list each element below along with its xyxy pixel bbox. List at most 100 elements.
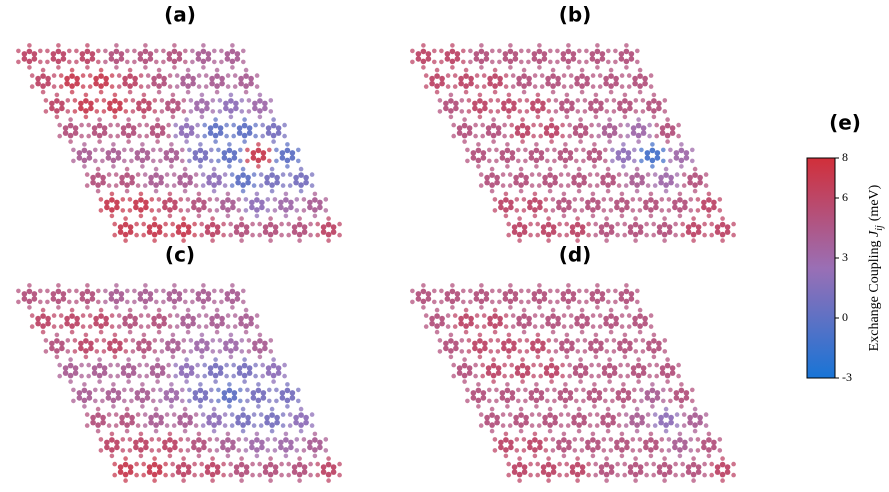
site — [622, 354, 628, 360]
site — [98, 307, 104, 313]
site — [216, 398, 221, 404]
site — [167, 453, 173, 459]
site — [162, 199, 168, 206]
site — [142, 298, 149, 305]
site — [26, 48, 33, 55]
site — [502, 291, 509, 297]
site — [152, 338, 158, 343]
site — [106, 423, 112, 428]
site — [219, 75, 225, 82]
site — [330, 224, 337, 230]
site — [113, 48, 120, 55]
site — [143, 444, 149, 451]
site — [152, 456, 157, 461]
site — [107, 340, 113, 347]
site — [187, 398, 192, 404]
site — [561, 324, 567, 329]
site — [560, 291, 567, 297]
site — [663, 428, 669, 434]
site — [495, 349, 501, 354]
site — [114, 444, 120, 451]
site — [620, 397, 627, 404]
site — [312, 453, 318, 459]
site — [255, 387, 262, 394]
site — [719, 461, 726, 468]
site — [254, 324, 260, 329]
site — [536, 183, 542, 188]
site — [280, 172, 286, 177]
site — [71, 147, 76, 153]
site — [607, 379, 612, 384]
site — [410, 299, 415, 305]
site — [509, 390, 516, 396]
site — [545, 158, 550, 164]
site — [623, 48, 630, 55]
site — [196, 197, 202, 203]
site — [214, 224, 221, 230]
site — [492, 307, 498, 313]
site — [546, 478, 551, 483]
site — [540, 340, 546, 347]
site — [498, 444, 504, 451]
site — [96, 362, 103, 369]
site — [537, 65, 542, 70]
site — [593, 332, 599, 338]
site — [271, 357, 276, 362]
site — [262, 100, 268, 107]
site — [625, 390, 632, 396]
site — [649, 397, 656, 404]
site — [240, 412, 246, 418]
site — [243, 67, 249, 73]
site — [574, 387, 579, 393]
site — [547, 412, 553, 418]
site — [466, 365, 473, 371]
site — [225, 213, 231, 219]
site — [703, 412, 709, 417]
site — [415, 291, 422, 297]
site — [555, 315, 561, 322]
site — [296, 158, 301, 164]
site — [337, 472, 342, 478]
site — [283, 191, 289, 197]
site — [545, 387, 550, 393]
site — [214, 464, 221, 470]
site — [69, 73, 75, 79]
site — [593, 98, 599, 104]
site — [248, 320, 254, 327]
site — [155, 139, 160, 144]
site — [562, 157, 569, 164]
site — [264, 414, 270, 421]
site — [233, 229, 240, 235]
site — [624, 444, 630, 451]
site — [703, 172, 709, 177]
site — [101, 98, 107, 103]
site — [158, 179, 164, 186]
site — [238, 221, 245, 228]
site — [298, 172, 304, 178]
site — [653, 439, 659, 446]
site — [564, 332, 570, 338]
site — [607, 117, 612, 122]
site — [221, 155, 228, 161]
site — [320, 464, 327, 470]
site — [124, 182, 130, 188]
site — [616, 423, 622, 428]
site — [54, 114, 60, 120]
site — [90, 414, 96, 421]
site — [147, 291, 154, 297]
site — [621, 382, 626, 387]
site — [138, 213, 144, 219]
site — [597, 324, 603, 329]
site — [229, 423, 235, 428]
site — [194, 345, 200, 352]
site — [122, 471, 129, 478]
site — [38, 59, 43, 65]
site — [572, 437, 578, 442]
site — [122, 398, 127, 404]
site — [528, 461, 533, 467]
site — [503, 197, 509, 203]
site — [57, 373, 62, 379]
site — [64, 320, 70, 327]
site — [443, 345, 449, 352]
site — [164, 412, 170, 417]
